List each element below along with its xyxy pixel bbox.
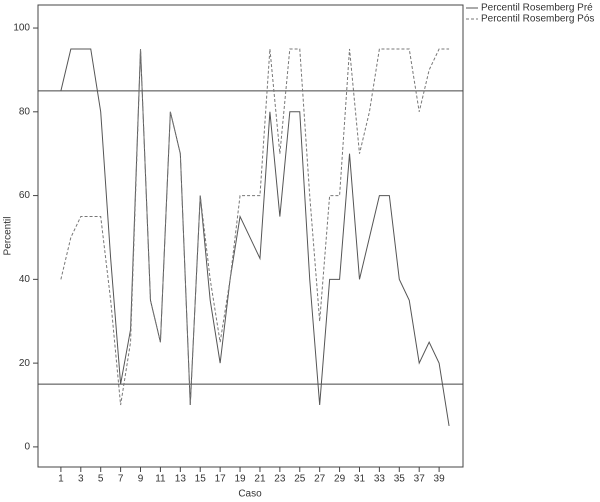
- x-tick-label: 13: [175, 474, 187, 485]
- x-tick-label: 9: [138, 474, 144, 485]
- x-tick-label: 33: [374, 474, 386, 485]
- x-tick-label: 31: [354, 474, 366, 485]
- y-tick-label: 40: [19, 274, 31, 285]
- x-tick-label: 11: [155, 474, 166, 485]
- x-tick-label: 15: [195, 474, 207, 485]
- y-tick-label: 60: [19, 190, 31, 201]
- x-tick-label: 39: [434, 474, 446, 485]
- series-line: [60, 48, 450, 427]
- x-tick-label: 19: [234, 474, 246, 485]
- x-axis-label: Caso: [238, 489, 262, 500]
- x-tick-label: 5: [98, 474, 104, 485]
- x-tick-label: 7: [118, 474, 124, 485]
- x-tick-label: 37: [414, 474, 426, 485]
- x-tick-label: 1: [58, 474, 64, 485]
- x-tick-label: 29: [334, 474, 346, 485]
- series-line: [60, 48, 450, 406]
- x-tick-label: 23: [274, 474, 286, 485]
- y-tick-label: 100: [13, 23, 30, 34]
- x-tick-label: 25: [294, 474, 306, 485]
- legend-label: Percentil Rosemberg Pré: [481, 3, 593, 14]
- y-tick-label: 80: [19, 106, 31, 117]
- y-axis-label: Percentil: [3, 217, 14, 256]
- y-tick-label: 20: [19, 358, 31, 369]
- x-tick-label: 17: [215, 474, 227, 485]
- x-tick-label: 3: [78, 474, 84, 485]
- legend-label: Percentil Rosemberg Pós: [481, 14, 594, 25]
- x-tick-label: 35: [394, 474, 406, 485]
- y-tick-label: 0: [24, 442, 30, 453]
- x-tick-label: 27: [314, 474, 326, 485]
- plot-frame: [37, 4, 464, 468]
- x-tick-label: 21: [254, 474, 266, 485]
